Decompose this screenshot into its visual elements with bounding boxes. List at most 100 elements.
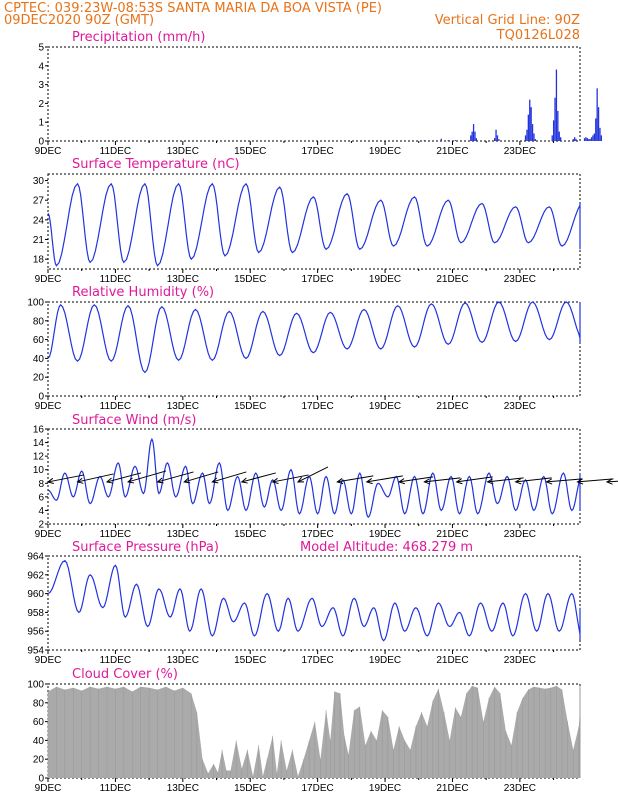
precip-bar: [493, 138, 496, 141]
precip-bar: [595, 118, 597, 141]
y-tick-label: 40: [33, 354, 45, 365]
x-tick-label: 17DEC: [302, 401, 334, 412]
series-line: [47, 559, 581, 642]
y-tick-label: 2: [38, 520, 44, 531]
y-tick-label: 0: [38, 774, 44, 785]
y-tick-label: 4: [38, 506, 44, 517]
wind-vector-head: [545, 478, 553, 485]
wind-vector-shaft: [184, 471, 219, 483]
x-tick-label: 21DEC: [436, 146, 468, 157]
wind-vector: [183, 471, 219, 484]
precip-bar: [526, 129, 528, 141]
x-tick-label: 11DEC: [100, 146, 132, 157]
plot-precip: 0 1 2 3 4 5 9DEC 11DEC 13DEC 15DEC 17DEC 19DEC 21DEC…: [35, 43, 603, 157]
precip-bar: [597, 107, 600, 141]
precip-bar: [530, 107, 532, 141]
precip-bar: [472, 124, 475, 141]
wind-vector-shaft: [424, 477, 461, 483]
precip-bar: [559, 137, 562, 141]
x-tick-label: 13DEC: [167, 146, 199, 157]
y-tick-label: 962: [27, 570, 44, 581]
plot-wind: 2 4 6 8 10 12 14 16 9DEC 11DEC 13DEC 15DEC 17DEC 19DE…: [33, 425, 618, 540]
precip-bar: [531, 124, 534, 141]
x-tick-label: 23DEC: [504, 401, 536, 412]
precip-bar: [447, 140, 449, 141]
wind-vector-head: [271, 477, 279, 484]
wind-vector-shaft: [47, 474, 85, 483]
plot-temp: 18 21 24 27 30 9DEC 11DEC 13DEC 15DEC 17DEC 19DEC 2…: [33, 173, 581, 285]
wind-vector: [156, 471, 194, 484]
y-tick-label: 956: [27, 627, 44, 638]
wind-vector: [514, 477, 552, 485]
wind-vector-head: [76, 477, 84, 484]
x-tick-label: 17DEC: [302, 274, 334, 285]
y-tick-label: 60: [33, 717, 45, 728]
y-tick-label: 24: [33, 215, 45, 226]
panel-precipitation: Precipitation (mm/h): [72, 30, 205, 45]
y-tick-label: 16: [33, 425, 45, 436]
wind-vector-head: [514, 478, 522, 485]
y-tick-label: 27: [33, 196, 45, 207]
wind-vector: [397, 476, 434, 485]
wind-vector-shaft: [157, 471, 194, 483]
y-tick-label: 80: [33, 698, 45, 709]
y-tick-label: 8: [38, 479, 44, 490]
x-tick-label: 23DEC: [504, 655, 536, 666]
wind-vector-shaft: [77, 473, 114, 483]
wind-vector-shaft: [399, 476, 434, 483]
wind-vector: [576, 478, 614, 485]
precip-bar: [593, 133, 596, 141]
precip-bar: [586, 138, 588, 141]
x-tick-label: 17DEC: [302, 655, 334, 666]
wind-vector-shaft: [515, 477, 552, 483]
wind-vector-shaft: [456, 476, 493, 483]
wind-vector-head: [156, 477, 164, 484]
cloud-area: [48, 685, 580, 778]
wind-vector-shaft: [606, 480, 618, 483]
precip-bar: [524, 135, 527, 141]
y-tick-label: 21: [33, 235, 45, 246]
plot-rh: 0 20 40 60 80 100 9DEC 11DEC 13DEC 15DEC 17DEC 19DE…: [27, 298, 581, 412]
precip-bar: [592, 135, 594, 141]
precip-bar: [496, 135, 499, 141]
wind-vector: [46, 474, 85, 484]
y-tick-label: 12: [33, 452, 45, 463]
plot-frame: [47, 428, 581, 525]
wind-vector: [240, 472, 276, 484]
precip-bar: [440, 138, 442, 141]
panel-pressure: Surface Pressure (hPa) Model Altitude: 4…: [72, 540, 473, 555]
wind-vector-shaft: [487, 477, 524, 483]
x-tick-label: 23DEC: [504, 529, 536, 540]
wind-vector-head: [576, 478, 584, 485]
x-tick-label: 11DEC: [100, 783, 132, 794]
panel-cloud-cover: Cloud Cover (%): [72, 667, 178, 682]
y-tick-label: 14: [33, 438, 45, 449]
wind-vector-shaft: [106, 472, 142, 483]
y-tick-label: 20: [33, 755, 45, 766]
precip-bar: [529, 99, 531, 141]
x-tick-label: 19DEC: [369, 655, 401, 666]
wind-vector: [336, 475, 374, 485]
x-tick-label: 15DEC: [234, 146, 266, 157]
panel-temperature: Surface Temperature (nC): [72, 157, 240, 172]
x-tick-label: 9DEC: [35, 529, 62, 540]
wind-vector: [486, 477, 524, 485]
x-tick-label: 11DEC: [100, 274, 132, 285]
wind-vector-shaft: [337, 475, 374, 483]
x-tick-label: 17DEC: [302, 529, 334, 540]
x-tick-label: 13DEC: [167, 401, 199, 412]
x-tick-label: 19DEC: [369, 529, 401, 540]
wind-vector: [105, 472, 142, 484]
y-tick-label: 0: [38, 137, 44, 148]
wind-vector-head: [423, 478, 431, 485]
precip-bar: [551, 135, 553, 141]
header-line1: CPTEC: 039:23W-08:53S SANTA MARIA DA BOA…: [4, 1, 382, 16]
x-tick-label: 21DEC: [436, 401, 468, 412]
wind-vector-head: [211, 477, 219, 484]
wind-vector-head: [46, 477, 54, 484]
y-tick-label: 10: [33, 465, 45, 476]
precip-bar: [596, 88, 598, 141]
x-tick-label: 13DEC: [167, 655, 199, 666]
precip-bar: [585, 137, 587, 141]
wind-vector: [211, 471, 247, 484]
